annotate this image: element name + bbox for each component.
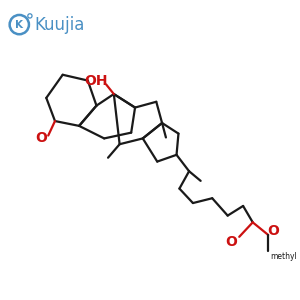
Text: K: K xyxy=(15,20,23,30)
Text: methyl: methyl xyxy=(270,252,297,261)
Text: OH: OH xyxy=(85,74,108,88)
Text: Kuujia: Kuujia xyxy=(35,16,85,34)
Text: O: O xyxy=(226,235,238,249)
Text: O: O xyxy=(267,224,279,238)
Text: O: O xyxy=(35,131,47,146)
